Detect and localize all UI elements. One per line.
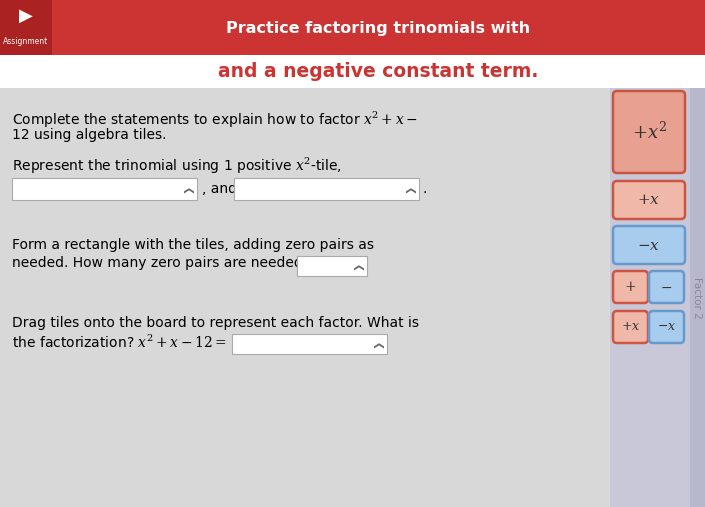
Bar bbox=[297, 256, 367, 276]
Bar bbox=[0, 0, 705, 55]
Text: Drag tiles onto the board to represent each factor. What is: Drag tiles onto the board to represent e… bbox=[12, 316, 419, 330]
Bar bbox=[690, 88, 705, 507]
Text: 12 using algebra tiles.: 12 using algebra tiles. bbox=[12, 128, 166, 142]
FancyBboxPatch shape bbox=[649, 311, 684, 343]
Text: ❯: ❯ bbox=[406, 185, 416, 193]
FancyBboxPatch shape bbox=[613, 181, 685, 219]
Text: $+x$: $+x$ bbox=[621, 320, 640, 334]
FancyBboxPatch shape bbox=[613, 311, 648, 343]
FancyBboxPatch shape bbox=[613, 271, 648, 303]
Text: Factor 2: Factor 2 bbox=[692, 277, 702, 318]
Bar bbox=[12, 178, 197, 200]
Text: $-$: $-$ bbox=[661, 280, 673, 294]
Text: Form a rectangle with the tiles, adding zero pairs as: Form a rectangle with the tiles, adding … bbox=[12, 238, 374, 252]
Text: Represent the trinomial using 1 positive $x^2$-tile,: Represent the trinomial using 1 positive… bbox=[12, 156, 342, 176]
Bar bbox=[0, 55, 705, 88]
Text: the factorization? $x^2+x-12=$: the factorization? $x^2+x-12=$ bbox=[12, 334, 227, 351]
Bar bbox=[0, 0, 52, 55]
Bar bbox=[610, 88, 690, 507]
Text: .: . bbox=[422, 182, 427, 196]
Text: $+$: $+$ bbox=[625, 280, 637, 294]
Text: ❯: ❯ bbox=[354, 262, 364, 270]
Text: ▶: ▶ bbox=[19, 7, 33, 25]
FancyBboxPatch shape bbox=[613, 91, 685, 173]
Text: ❯: ❯ bbox=[184, 185, 194, 193]
Text: Assignment: Assignment bbox=[4, 38, 49, 47]
Text: and a negative constant term.: and a negative constant term. bbox=[218, 62, 538, 81]
Text: ❯: ❯ bbox=[374, 340, 384, 348]
Text: Complete the statements to explain how to factor $x^2+x-$: Complete the statements to explain how t… bbox=[12, 110, 418, 130]
Text: $+x^2$: $+x^2$ bbox=[632, 121, 666, 142]
Bar bbox=[232, 334, 387, 354]
Text: needed. How many zero pairs are needed?: needed. How many zero pairs are needed? bbox=[12, 256, 310, 270]
Text: $+x$: $+x$ bbox=[637, 193, 661, 207]
Bar bbox=[234, 178, 419, 200]
Text: $-x$: $-x$ bbox=[637, 237, 661, 252]
FancyBboxPatch shape bbox=[649, 271, 684, 303]
Text: Practice factoring trinomials with: Practice factoring trinomials with bbox=[226, 20, 530, 35]
Text: , and: , and bbox=[202, 182, 237, 196]
FancyBboxPatch shape bbox=[613, 226, 685, 264]
Bar bbox=[0, 88, 705, 507]
Text: $-x$: $-x$ bbox=[657, 320, 676, 334]
